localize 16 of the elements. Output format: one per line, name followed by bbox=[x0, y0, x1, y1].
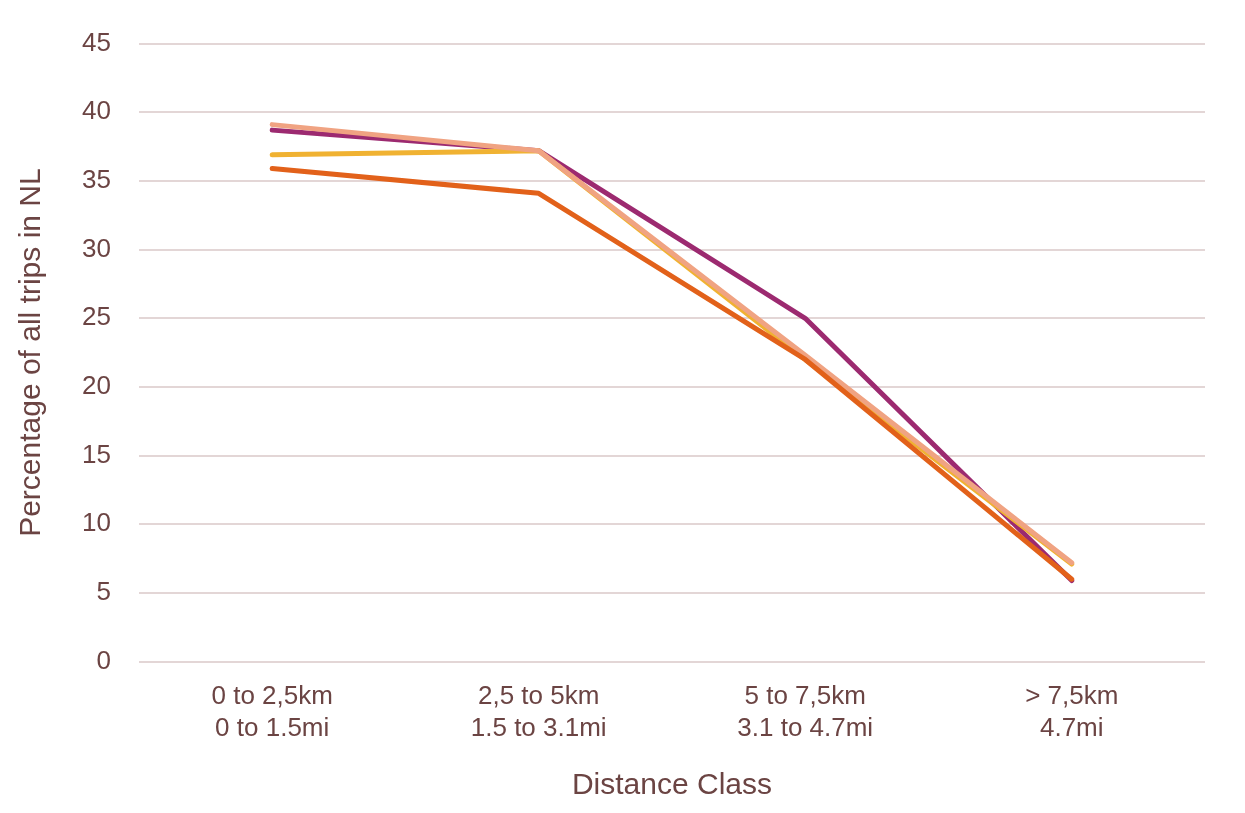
x-tick-label: 0 to 2,5km 0 to 1.5mi bbox=[211, 680, 333, 742]
x-tick-label: 2,5 to 5km 1.5 to 3.1mi bbox=[470, 680, 607, 742]
x-axis-title: Distance Class bbox=[571, 767, 772, 801]
x-tick-label: 5 to 7,5km 3.1 to 4.7mi bbox=[737, 680, 874, 742]
y-tick-label: 25 bbox=[82, 301, 111, 332]
y-tick-label: 0 bbox=[96, 644, 111, 675]
x-tick-label: > 7,5km 4.7mi bbox=[1025, 680, 1119, 742]
y-tick-label: 35 bbox=[82, 164, 111, 195]
y-tick-label: 5 bbox=[96, 576, 111, 607]
y-tick-label: 10 bbox=[82, 507, 111, 538]
y-tick-label: 40 bbox=[82, 95, 111, 126]
y-axis-title: Percentage of all trips in NL bbox=[13, 168, 47, 537]
y-tick-label: 15 bbox=[82, 438, 111, 469]
y-tick-label: 20 bbox=[82, 370, 111, 401]
y-tick-label: 45 bbox=[82, 26, 111, 57]
y-tick-label: 30 bbox=[82, 232, 111, 263]
